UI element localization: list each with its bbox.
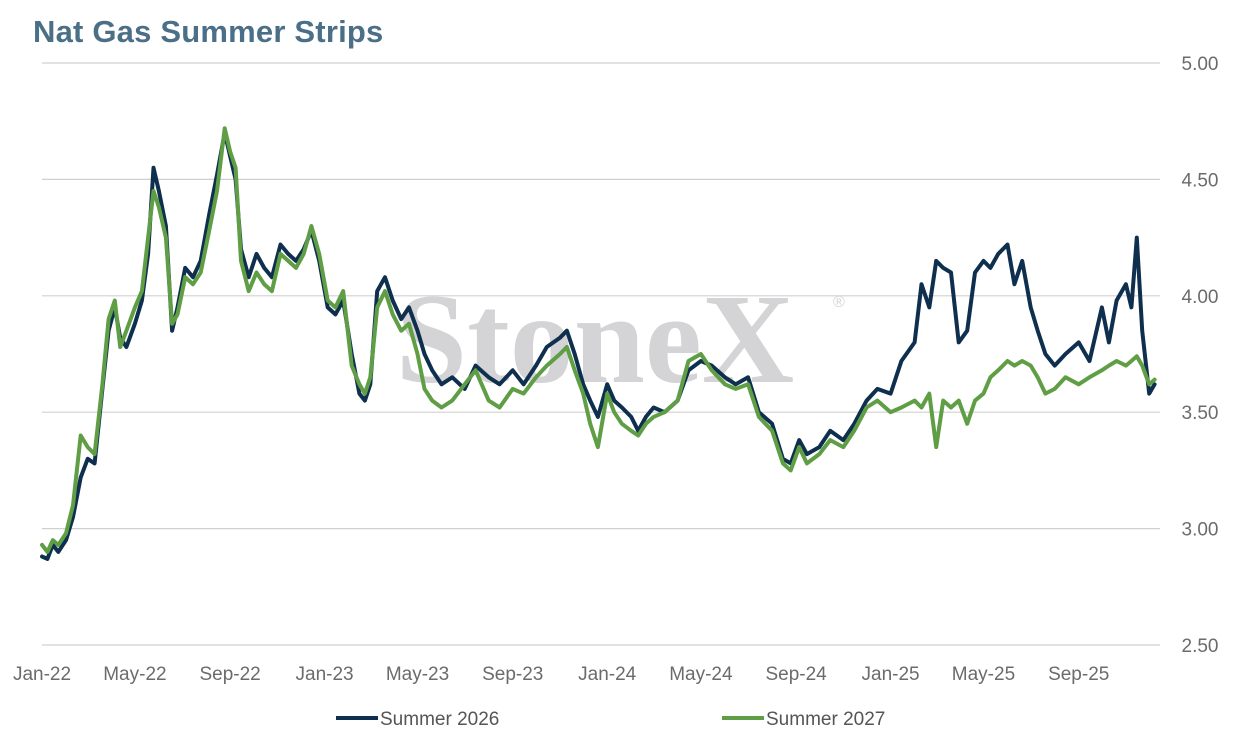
y-tick-label: 3.00 — [1182, 520, 1219, 541]
x-tick-label: Sep-25 — [1048, 664, 1109, 685]
x-tick-label: May-23 — [386, 664, 449, 685]
y-tick-label: 5.00 — [1182, 54, 1219, 75]
x-tick-label: Sep-24 — [765, 664, 827, 685]
y-tick-label: 2.50 — [1182, 636, 1219, 657]
chart-title: Nat Gas Summer Strips — [33, 14, 384, 49]
legend: Summer 2026 Summer 2027 — [336, 709, 885, 730]
x-tick-label: May-25 — [952, 664, 1015, 685]
legend-label: Summer 2027 — [766, 709, 885, 730]
x-tick-label: Sep-23 — [482, 664, 543, 685]
series-line-1 — [40, 130, 1157, 561]
y-tick-label: 4.50 — [1182, 170, 1219, 191]
x-tick-label: Jan-22 — [13, 664, 71, 685]
series-lines — [40, 126, 1157, 561]
y-tick-label: 4.00 — [1182, 287, 1219, 308]
x-tick-label: Jan-24 — [578, 664, 637, 685]
x-tick-label: May-24 — [669, 664, 733, 685]
y-tick-label: 3.50 — [1182, 403, 1219, 424]
watermark-registered-mark: ® — [833, 294, 845, 311]
series-line-2 — [40, 126, 1157, 554]
legend-label: Summer 2026 — [380, 709, 499, 730]
y-axis: 5.00 4.50 4.00 3.50 3.00 2.50 — [1182, 54, 1219, 657]
x-axis: Jan-22 May-22 Sep-22 Jan-23 May-23 Sep-23 Jan-… — [13, 664, 1109, 685]
x-tick-label: Sep-22 — [199, 664, 260, 685]
x-tick-label: May-22 — [103, 664, 166, 685]
x-tick-label: Jan-25 — [862, 664, 920, 685]
x-tick-label: Jan-23 — [296, 664, 354, 685]
